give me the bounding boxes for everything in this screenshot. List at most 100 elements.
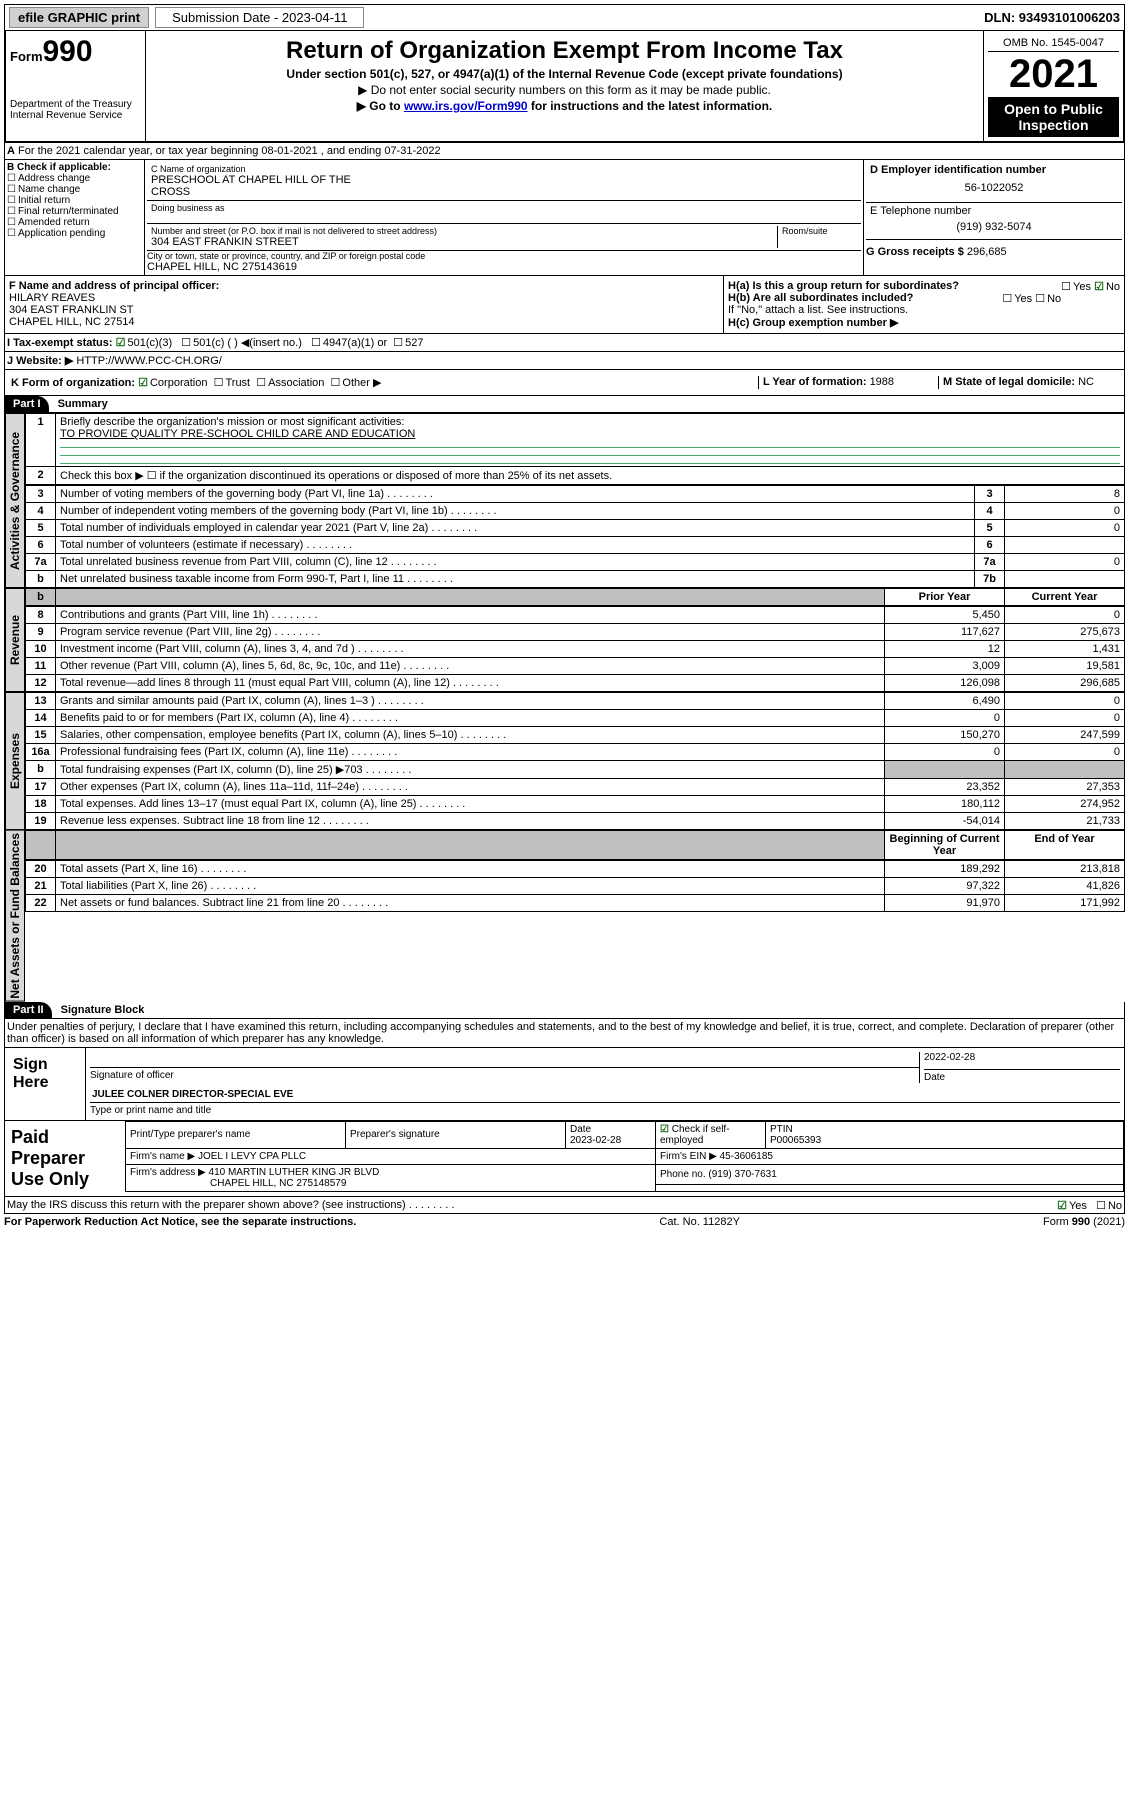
group-yes-check[interactable]: Yes [1061, 281, 1091, 293]
summary-row: 22Net assets or fund balances. Subtract … [26, 895, 1125, 912]
amended-return-check[interactable]: Amended return [7, 217, 142, 228]
prior-year-header: Prior Year [885, 589, 1005, 606]
final-return-check[interactable]: Final return/terminated [7, 206, 142, 217]
website-row: J Website: ▶ HTTP://WWW.PCC-CH.ORG/ [4, 352, 1125, 370]
firm-address: Firm's address ▶ 410 MARTIN LUTHER KING … [126, 1164, 656, 1191]
section-bcd: B Check if applicable: Address change Na… [4, 160, 1125, 276]
page-footer: For Paperwork Reduction Act Notice, see … [4, 1214, 1125, 1230]
assoc-check[interactable]: Association [256, 377, 324, 389]
sign-here-block: Sign Here Signature of officer 2022-02-2… [4, 1048, 1125, 1121]
self-employed-check[interactable]: ☑ Check if self-employed [656, 1121, 766, 1148]
part1-revenue: Revenue b Prior Year Current Year 8Contr… [4, 588, 1125, 692]
part1-expenses: Expenses 13Grants and similar amounts pa… [4, 692, 1125, 830]
submission-date: Submission Date - 2023-04-11 [155, 7, 364, 28]
preparer-sig-label: Preparer's signature [346, 1121, 566, 1148]
vert-revenue-label: Revenue [5, 588, 25, 692]
firm-name: Firm's name ▶ JOEL I LEVY CPA PLLC [126, 1148, 656, 1164]
principal-officer-block: F Name and address of principal officer:… [5, 276, 724, 333]
summary-row: bNet unrelated business taxable income f… [26, 571, 1125, 588]
dln: DLN: 93493101006203 [984, 10, 1120, 25]
year-formation: L Year of formation: 1988 [758, 376, 938, 389]
tax-year-period: A For the 2021 calendar year, or tax yea… [4, 143, 1125, 160]
summary-row: 4Number of independent voting members of… [26, 503, 1125, 520]
org-name-block: C Name of organization PRESCHOOL AT CHAP… [147, 162, 861, 201]
summary-row: 3Number of voting members of the governi… [26, 486, 1125, 503]
501c-other-check[interactable]: 501(c) ( ) ◀(insert no.) [181, 337, 302, 349]
4947a1-check[interactable]: 4947(a)(1) or [311, 337, 387, 349]
city-block: City or town, state or province, country… [147, 251, 861, 273]
gross-receipts-block: G Gross receipts $ 296,685 [866, 240, 1122, 258]
form-subtitle: Under section 501(c), 527, or 4947(a)(1)… [150, 67, 979, 81]
box-b-checks: B Check if applicable: Address change Na… [5, 160, 145, 275]
group-return-block: H(a) Is this a group return for subordin… [724, 276, 1124, 333]
summary-row: 6Total number of volunteers (estimate if… [26, 537, 1125, 554]
summary-row: 9Program service revenue (Part VIII, lin… [26, 624, 1125, 641]
summary-row: 13Grants and similar amounts paid (Part … [26, 693, 1125, 710]
mission-question: Briefly describe the organization's miss… [56, 414, 1125, 467]
527-check[interactable]: 527 [393, 337, 423, 349]
part1-netassets: Net Assets or Fund Balances Beginning of… [4, 830, 1125, 1002]
summary-row: 21Total liabilities (Part X, line 26)97,… [26, 878, 1125, 895]
instructions-link-line: ▶ Go to www.irs.gov/Form990 for instruct… [150, 99, 979, 113]
website-url[interactable]: HTTP://WWW.PCC-CH.ORG/ [76, 355, 221, 367]
501c3-check[interactable]: 501(c)(3) [116, 337, 173, 349]
other-org-check[interactable]: Other ▶ [331, 377, 382, 389]
address-change-check[interactable]: Address change [7, 173, 142, 184]
summary-row: bTotal fundraising expenses (Part IX, co… [26, 761, 1125, 779]
summary-row: 8Contributions and grants (Part VIII, li… [26, 607, 1125, 624]
irs-form990-link[interactable]: www.irs.gov/Form990 [404, 99, 528, 113]
end-year-header: End of Year [1005, 831, 1125, 860]
subs-yes-check[interactable]: Yes [1002, 293, 1032, 305]
group-no-check[interactable]: No [1094, 281, 1120, 293]
tax-status-row: I Tax-exempt status: 501(c)(3) 501(c) ( … [4, 334, 1125, 352]
part2-header-row: Part II Signature Block [4, 1002, 1125, 1019]
summary-row: 19Revenue less expenses. Subtract line 1… [26, 813, 1125, 830]
summary-row: 17Other expenses (Part IX, column (A), l… [26, 779, 1125, 796]
section-klm: K Form of organization: Corporation Trus… [4, 370, 1125, 396]
sign-here-label: Sign Here [5, 1048, 85, 1120]
tax-year: 2021 [988, 52, 1119, 97]
name-change-check[interactable]: Name change [7, 184, 142, 195]
discontinued-check-line: Check this box ▶ ☐ if the organization d… [56, 467, 1125, 485]
vert-expenses-label: Expenses [5, 692, 25, 830]
corp-check[interactable]: Corporation [138, 377, 207, 389]
subs-no-check[interactable]: No [1035, 293, 1061, 305]
summary-row: 7aTotal unrelated business revenue from … [26, 554, 1125, 571]
open-inspection-box: Open to Public Inspection [988, 97, 1119, 137]
vert-governance-label: Activities & Governance [5, 413, 25, 588]
paid-preparer-block: Paid Preparer Use Only Print/Type prepar… [4, 1121, 1125, 1197]
form-number: Form990 [10, 35, 141, 69]
perjury-declaration: Under penalties of perjury, I declare th… [4, 1019, 1125, 1048]
summary-row: 5Total number of individuals employed in… [26, 520, 1125, 537]
summary-row: 11Other revenue (Part VIII, column (A), … [26, 658, 1125, 675]
summary-row: 14Benefits paid to or for members (Part … [26, 710, 1125, 727]
ptin: PTINP00065393 [766, 1121, 1124, 1148]
current-year-header: Current Year [1005, 589, 1125, 606]
omb-number: OMB No. 1545-0047 [988, 35, 1119, 52]
preparer-name-label: Print/Type preparer's name [126, 1121, 346, 1148]
part2-badge: Part II [5, 1002, 52, 1018]
initial-return-check[interactable]: Initial return [7, 195, 142, 206]
trust-check[interactable]: Trust [214, 377, 251, 389]
address-block: Number and street (or P.O. box if mail i… [147, 224, 861, 251]
efile-print-button[interactable]: efile GRAPHIC print [9, 7, 149, 28]
begin-year-header: Beginning of Current Year [885, 831, 1005, 860]
discuss-preparer-row: May the IRS discuss this return with the… [4, 1197, 1125, 1214]
phone-block: E Telephone number (919) 932-5074 [866, 203, 1122, 240]
mission-answer: TO PROVIDE QUALITY PRE-SCHOOL CHILD CARE… [60, 428, 415, 440]
form-title: Return of Organization Exempt From Incom… [150, 37, 979, 65]
discuss-no-check[interactable]: No [1096, 1200, 1122, 1212]
vert-netassets-label: Net Assets or Fund Balances [5, 830, 25, 1002]
ssn-note: ▶ Do not enter social security numbers o… [150, 83, 979, 97]
topbar: efile GRAPHIC print Submission Date - 20… [4, 4, 1125, 31]
application-pending-check[interactable]: Application pending [7, 228, 142, 239]
firm-phone: Phone no. (919) 370-7631 [656, 1164, 1124, 1185]
discuss-yes-check[interactable]: Yes [1057, 1200, 1087, 1212]
summary-row: 20Total assets (Part X, line 16)189,2922… [26, 861, 1125, 878]
dept-treasury: Department of the Treasury Internal Reve… [10, 99, 141, 121]
part1-header-row: Part I Summary [4, 396, 1125, 413]
ein-block: D Employer identification number 56-1022… [866, 162, 1122, 203]
dba-block: Doing business as [147, 201, 861, 224]
firm-ein: Firm's EIN ▶ 45-3606185 [656, 1148, 1124, 1164]
part1-governance: Activities & Governance 1 Briefly descri… [4, 413, 1125, 588]
